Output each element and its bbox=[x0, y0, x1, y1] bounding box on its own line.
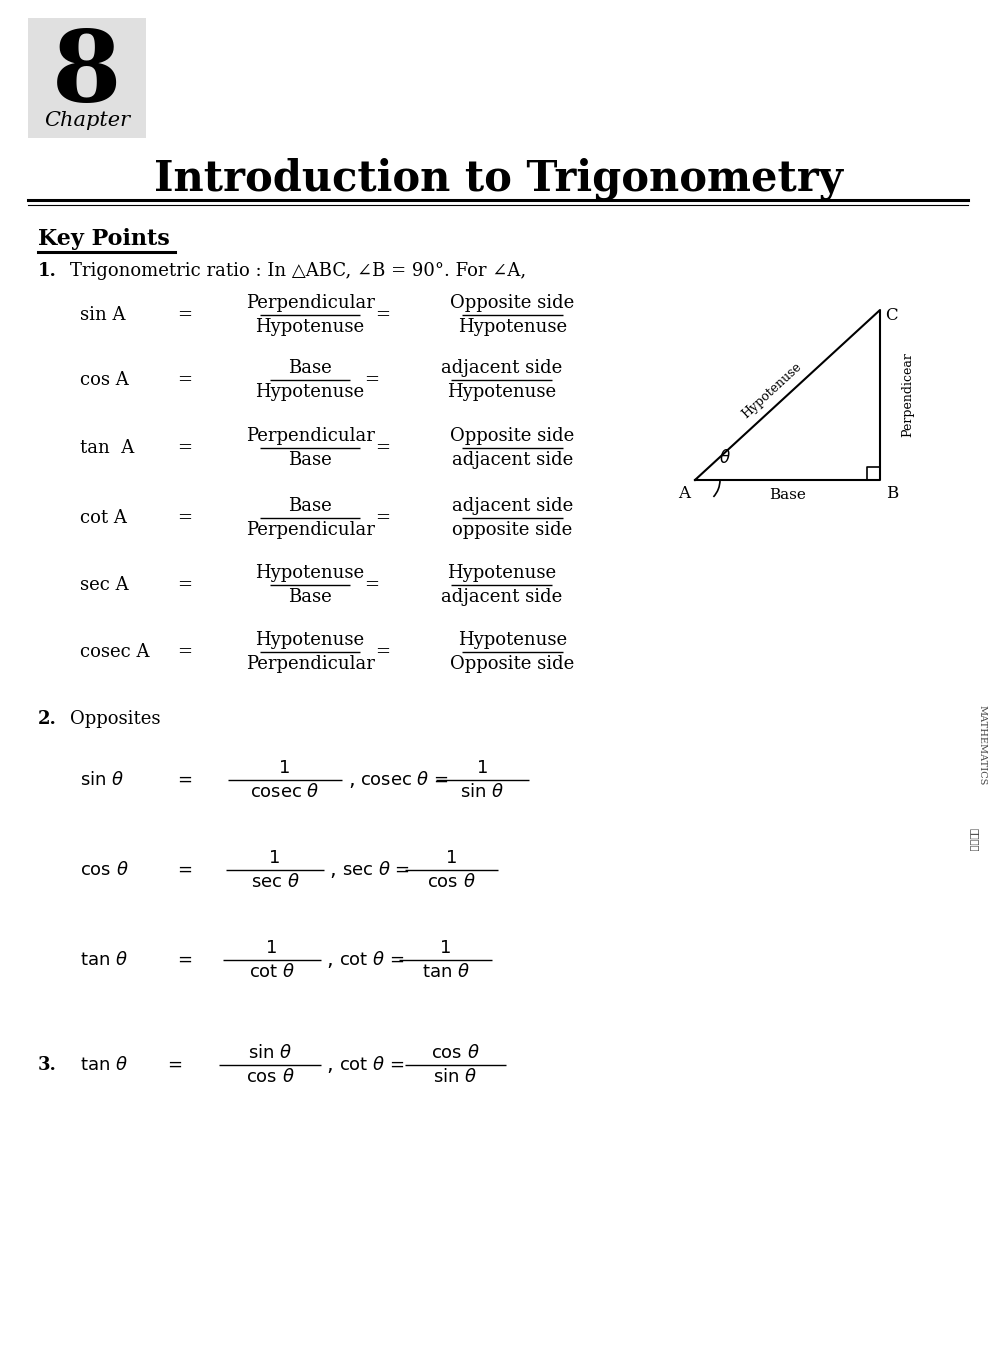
Text: cot $\theta$: cot $\theta$ bbox=[249, 963, 295, 981]
Text: sec A: sec A bbox=[80, 576, 128, 593]
Text: Base: Base bbox=[769, 488, 806, 501]
Text: Hypotenuse: Hypotenuse bbox=[739, 360, 804, 421]
Text: Hypotenuse: Hypotenuse bbox=[458, 631, 567, 649]
Text: tan $\theta$: tan $\theta$ bbox=[80, 951, 127, 969]
Text: Hypotenuse: Hypotenuse bbox=[255, 318, 365, 336]
Bar bbox=[28, 18, 146, 138]
Text: =: = bbox=[177, 439, 192, 457]
Text: ,: , bbox=[327, 1056, 334, 1075]
Text: Perpendicear: Perpendicear bbox=[901, 352, 914, 438]
Text: =: = bbox=[365, 576, 379, 593]
Text: Opposites: Opposites bbox=[70, 710, 160, 728]
Text: Base: Base bbox=[288, 359, 332, 377]
Text: adjacent side: adjacent side bbox=[452, 497, 573, 515]
Text: sin $\theta$: sin $\theta$ bbox=[248, 1043, 292, 1062]
Text: cos $\theta$: cos $\theta$ bbox=[427, 873, 476, 892]
Text: 1: 1 bbox=[269, 850, 281, 867]
Text: ,: , bbox=[327, 950, 334, 970]
Text: ,: , bbox=[330, 860, 337, 879]
Text: =: = bbox=[177, 860, 192, 879]
Text: Hypotenuse: Hypotenuse bbox=[255, 383, 365, 401]
Text: Perpendicular: Perpendicular bbox=[246, 294, 374, 312]
Text: Perpendicular: Perpendicular bbox=[246, 654, 374, 673]
Text: sec $\theta$ =: sec $\theta$ = bbox=[342, 860, 409, 879]
Text: =: = bbox=[365, 371, 379, 389]
Text: A: A bbox=[678, 485, 690, 501]
Text: =: = bbox=[177, 371, 192, 389]
Text: 1.: 1. bbox=[38, 262, 57, 280]
Text: cos $\theta$: cos $\theta$ bbox=[246, 1068, 295, 1085]
Text: Base: Base bbox=[288, 451, 332, 469]
Text: Trigonometric ratio : In △ABC, ∠B = 90°. For ∠A,: Trigonometric ratio : In △ABC, ∠B = 90°.… bbox=[70, 262, 526, 280]
Text: Base: Base bbox=[288, 588, 332, 606]
Text: 1: 1 bbox=[477, 759, 488, 776]
Text: 3.: 3. bbox=[38, 1056, 57, 1075]
Text: Opposite side: Opposite side bbox=[450, 294, 575, 312]
Text: =: = bbox=[177, 644, 192, 661]
Text: opposite side: opposite side bbox=[452, 522, 573, 539]
Text: tan $\theta$: tan $\theta$ bbox=[80, 1056, 127, 1075]
Text: tan $\theta$: tan $\theta$ bbox=[421, 963, 469, 981]
Text: 1: 1 bbox=[266, 939, 278, 957]
Text: 2.: 2. bbox=[38, 710, 57, 728]
Text: Chapter: Chapter bbox=[44, 111, 130, 130]
Text: cosec $\theta$: cosec $\theta$ bbox=[250, 783, 320, 801]
Text: tan  A: tan A bbox=[80, 439, 134, 457]
Text: =: = bbox=[374, 306, 390, 324]
Text: C: C bbox=[885, 308, 897, 324]
Text: 1: 1 bbox=[440, 939, 451, 957]
Text: =: = bbox=[177, 306, 192, 324]
Text: cos A: cos A bbox=[80, 371, 128, 389]
Text: adjacent side: adjacent side bbox=[441, 588, 563, 606]
Text: sec $\theta$: sec $\theta$ bbox=[251, 873, 300, 892]
Text: 8: 8 bbox=[52, 26, 122, 123]
Text: MATHEMATICS: MATHEMATICS bbox=[977, 705, 986, 786]
Text: Hypotenuse: Hypotenuse bbox=[447, 383, 557, 401]
Text: Introduction to Trigonometry: Introduction to Trigonometry bbox=[153, 159, 843, 201]
Text: 1: 1 bbox=[446, 850, 457, 867]
Text: ,: , bbox=[349, 770, 355, 790]
Text: Base: Base bbox=[288, 497, 332, 515]
Text: sin $\theta$: sin $\theta$ bbox=[80, 771, 124, 789]
Text: cos $\theta$: cos $\theta$ bbox=[431, 1043, 480, 1062]
Text: 1: 1 bbox=[279, 759, 291, 776]
Text: =: = bbox=[374, 644, 390, 661]
Text: =: = bbox=[177, 951, 192, 969]
Text: Perpendicular: Perpendicular bbox=[246, 427, 374, 444]
Text: गणित: गणित bbox=[969, 828, 979, 852]
Text: Opposite side: Opposite side bbox=[450, 654, 575, 673]
Text: Key Points: Key Points bbox=[38, 228, 169, 251]
Text: =: = bbox=[177, 771, 192, 789]
Text: Perpendicular: Perpendicular bbox=[246, 522, 374, 539]
Text: Hypotenuse: Hypotenuse bbox=[458, 318, 567, 336]
Text: cot $\theta$ =: cot $\theta$ = bbox=[339, 1056, 404, 1075]
Text: =: = bbox=[177, 576, 192, 593]
Text: cot A: cot A bbox=[80, 509, 126, 527]
Text: cot $\theta$ =: cot $\theta$ = bbox=[339, 951, 404, 969]
Text: Hypotenuse: Hypotenuse bbox=[255, 564, 365, 583]
Text: Opposite side: Opposite side bbox=[450, 427, 575, 444]
Text: adjacent side: adjacent side bbox=[441, 359, 563, 377]
Text: sin $\theta$: sin $\theta$ bbox=[460, 783, 504, 801]
Text: Hypotenuse: Hypotenuse bbox=[447, 564, 557, 583]
Text: cos $\theta$: cos $\theta$ bbox=[80, 860, 128, 879]
Text: cosec A: cosec A bbox=[80, 644, 149, 661]
Text: $\theta$: $\theta$ bbox=[719, 449, 731, 467]
Text: =: = bbox=[167, 1056, 182, 1075]
Text: =: = bbox=[374, 509, 390, 527]
Text: sin $\theta$: sin $\theta$ bbox=[433, 1068, 478, 1085]
Text: B: B bbox=[886, 485, 898, 501]
Text: cosec $\theta$ =: cosec $\theta$ = bbox=[361, 771, 449, 789]
Text: sin A: sin A bbox=[80, 306, 125, 324]
Text: =: = bbox=[374, 439, 390, 457]
Text: Hypotenuse: Hypotenuse bbox=[255, 631, 365, 649]
Text: =: = bbox=[177, 509, 192, 527]
Text: adjacent side: adjacent side bbox=[452, 451, 573, 469]
